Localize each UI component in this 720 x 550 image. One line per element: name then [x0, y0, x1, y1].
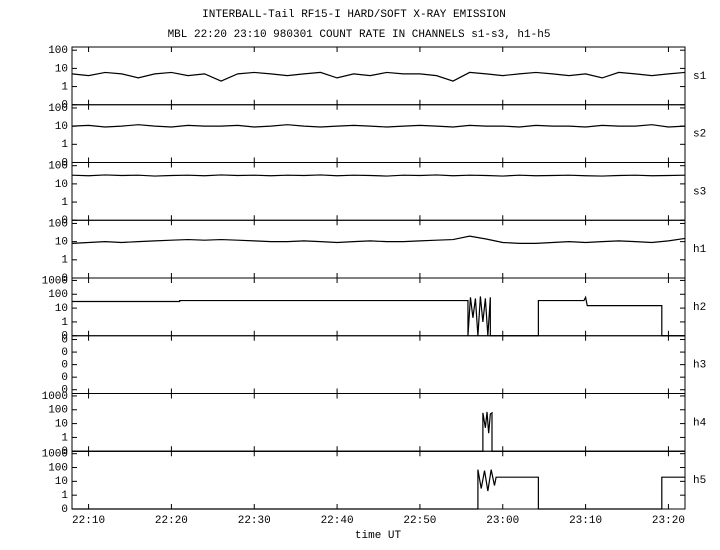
y-tick-label: 10 [55, 63, 68, 75]
y-tick-label: 1 [61, 255, 68, 267]
y-tick-label: 100 [48, 289, 68, 301]
y-tick-label: 0 [61, 273, 68, 285]
data-line [71, 235, 686, 244]
panel-label: h3 [693, 360, 706, 372]
y-tick-label: 1000 [42, 275, 68, 287]
y-tick-label: 0 [61, 372, 68, 384]
data-line [72, 469, 685, 510]
y-tick-label: 10 [55, 237, 68, 249]
y-tick-label: 1 [61, 432, 68, 444]
y-tick-label: 0 [61, 215, 68, 227]
x-tick-label: 22:10 [72, 515, 105, 527]
y-tick-label: 1 [61, 490, 68, 502]
x-tick-label: 22:30 [238, 515, 271, 527]
y-tick-label: 100 [48, 462, 68, 474]
y-tick-label: 100 [48, 405, 68, 417]
y-tick-label: 1000 [42, 391, 68, 403]
panel-label: h2 [693, 302, 706, 314]
y-tick-label: 0 [61, 100, 68, 112]
panel-label: s3 [693, 186, 706, 198]
x-tick-label: 22:50 [403, 515, 436, 527]
x-tick-label: 23:00 [486, 515, 519, 527]
x-tick-label: 23:10 [569, 515, 602, 527]
x-axis-label: time UT [355, 530, 402, 542]
y-tick-label: 1 [61, 317, 68, 329]
y-tick-label: 10 [55, 476, 68, 488]
chart-subtitle: MBL 22:20 23:10 980301 COUNT RATE IN CHA… [168, 29, 551, 41]
y-tick-label: 0 [61, 360, 68, 372]
y-tick-label: 0 [61, 157, 68, 169]
y-tick-label: 0 [61, 334, 68, 346]
data-line [72, 411, 685, 452]
y-tick-label: 1 [61, 81, 68, 93]
panel-label: s2 [693, 129, 706, 141]
y-tick-label: 100 [48, 45, 68, 57]
y-tick-label: 10 [55, 179, 68, 191]
panel-label: h4 [693, 417, 707, 429]
y-tick-label: 0 [61, 385, 68, 397]
panel-label: h1 [693, 244, 707, 256]
y-tick-label: 1000 [42, 449, 68, 461]
chart-title: INTERBALL-Tail RF15-I HARD/SOFT X-RAY EM… [202, 9, 506, 21]
data-line [71, 124, 686, 128]
panel-label: h5 [693, 475, 706, 487]
y-tick-label: 10 [55, 418, 68, 430]
y-tick-label: 1 [61, 139, 68, 151]
data-line [72, 295, 685, 337]
y-tick-label: 0 [61, 446, 68, 458]
y-tick-label: 10 [55, 303, 68, 315]
y-tick-label: 100 [48, 161, 68, 173]
y-tick-label: 0 [61, 504, 68, 516]
x-tick-label: 23:20 [652, 515, 685, 527]
x-tick-label: 22:40 [321, 515, 354, 527]
y-tick-label: 10 [55, 121, 68, 133]
data-line [71, 71, 686, 82]
x-tick-label: 22:20 [155, 515, 188, 527]
data-line [71, 174, 686, 177]
y-tick-label: 100 [48, 218, 68, 230]
y-tick-label: 1 [61, 197, 68, 209]
y-tick-label: 100 [48, 103, 68, 115]
panel-label: s1 [693, 71, 707, 83]
y-tick-label: 0 [61, 331, 68, 343]
y-tick-label: 0 [61, 347, 68, 359]
